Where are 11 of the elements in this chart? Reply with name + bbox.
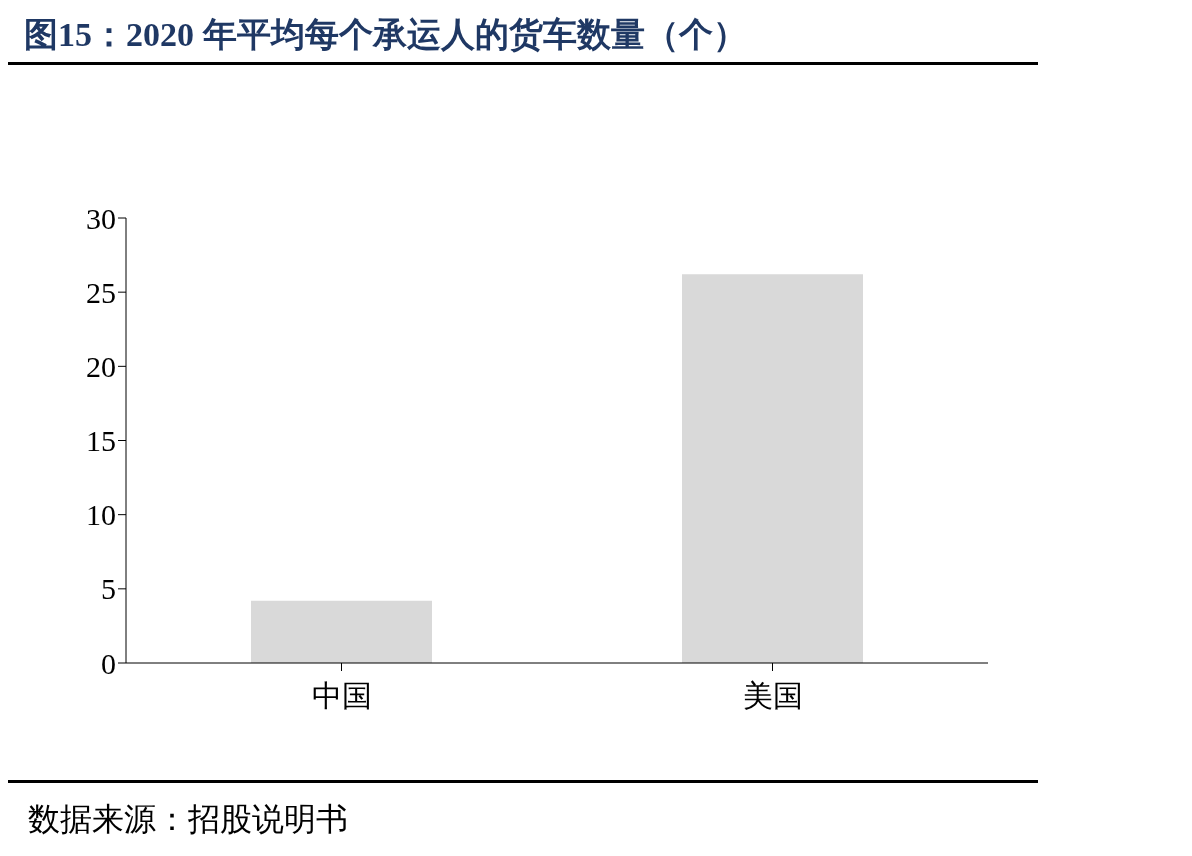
y-tick-label: 20 xyxy=(86,349,116,383)
x-tick-label: 中国 xyxy=(311,679,372,713)
y-tick-label: 30 xyxy=(86,201,116,235)
y-tick-label: 0 xyxy=(101,646,116,680)
x-tick-label: 美国 xyxy=(742,679,803,713)
chart-title: 图15：2020 年平均每个承运人的货车数量（个） xyxy=(24,15,747,55)
y-tick-label: 5 xyxy=(101,572,116,606)
y-tick-label: 25 xyxy=(86,275,116,309)
y-tick-label: 15 xyxy=(86,424,116,458)
y-tick-label: 10 xyxy=(86,498,116,532)
source-note: 数据来源：招股说明书 xyxy=(28,800,348,839)
